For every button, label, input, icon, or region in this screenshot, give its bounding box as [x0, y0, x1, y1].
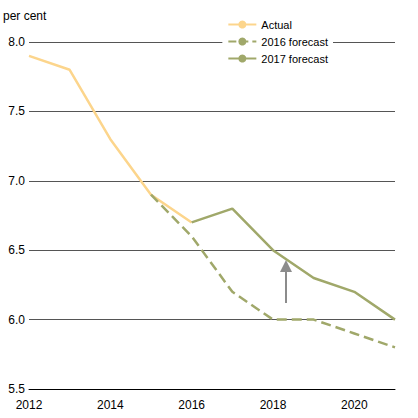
- svg-text:5.5: 5.5: [8, 382, 25, 396]
- svg-text:7.0: 7.0: [8, 174, 25, 188]
- svg-text:2016 forecast: 2016 forecast: [261, 36, 328, 48]
- svg-text:8.0: 8.0: [8, 35, 25, 49]
- svg-text:7.5: 7.5: [8, 104, 25, 118]
- svg-text:6.5: 6.5: [8, 243, 25, 257]
- svg-text:Actual: Actual: [261, 19, 292, 31]
- svg-text:2018: 2018: [260, 398, 287, 412]
- svg-text:per cent: per cent: [3, 9, 47, 23]
- svg-text:2017 forecast: 2017 forecast: [261, 53, 328, 65]
- svg-text:2016: 2016: [178, 398, 205, 412]
- svg-text:6.0: 6.0: [8, 313, 25, 327]
- svg-text:2012: 2012: [16, 398, 43, 412]
- svg-text:2014: 2014: [97, 398, 124, 412]
- svg-text:2020: 2020: [341, 398, 368, 412]
